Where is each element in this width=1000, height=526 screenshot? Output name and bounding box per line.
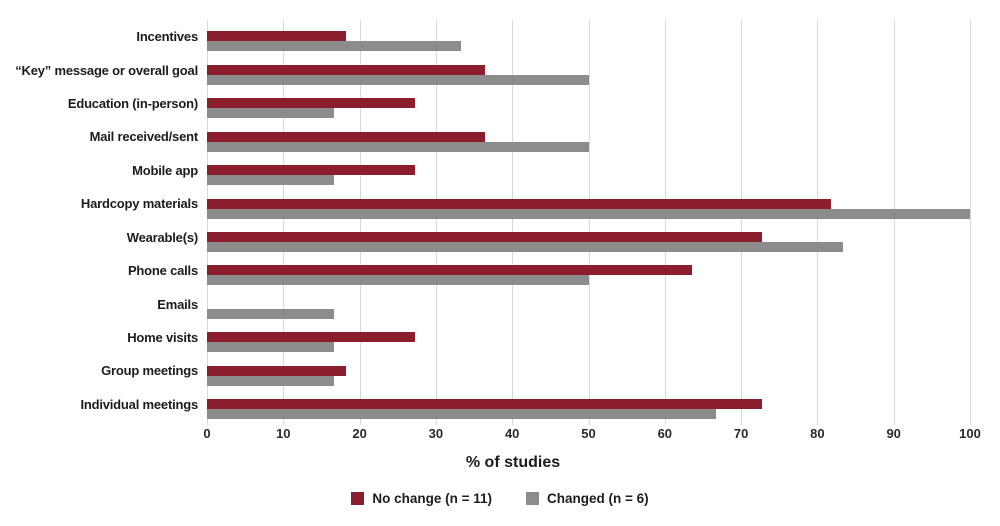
category-label: Mobile app <box>132 162 198 178</box>
plot-area <box>207 20 971 425</box>
bar-series-0-no-change <box>207 332 416 343</box>
bar-series-1-changed <box>207 74 589 85</box>
chart-row: Home visits <box>0 321 970 354</box>
bar-series-0-no-change <box>207 98 416 109</box>
gridline-x-10 <box>283 20 285 425</box>
x-axis-title: % of studies <box>465 454 561 471</box>
bar-group <box>207 120 970 153</box>
category-label: Incentives <box>136 29 198 45</box>
category-label: Wearable(s) <box>126 229 198 245</box>
x-tick-label-40: 40 <box>504 426 520 441</box>
legend-item-changed: Changed (n = 6) <box>526 491 649 506</box>
legend-label-no-change: No change (n = 11) <box>372 491 492 506</box>
gridline-x-70 <box>741 20 743 425</box>
chart-row: Education (in-person) <box>0 87 970 120</box>
gridline-x-0 <box>207 20 208 425</box>
category-label: “Key” message or overall goal <box>15 62 198 78</box>
category-label: Education (in-person) <box>67 96 198 112</box>
category-label: Mail received/sent <box>89 129 199 145</box>
chart-row: Hardcopy materials <box>0 187 970 220</box>
bar-series-1-changed <box>207 41 462 52</box>
gridline-x-90 <box>893 20 895 425</box>
gridline-x-50 <box>588 20 590 425</box>
x-tick-label-50: 50 <box>581 426 596 441</box>
x-tick-label-90: 90 <box>886 426 901 441</box>
bar-series-1-changed <box>207 208 970 219</box>
bar-series-0-no-change <box>207 365 346 376</box>
bar-group <box>207 187 970 220</box>
bar-series-0-no-change <box>207 198 832 209</box>
bar-series-1-changed <box>207 308 335 319</box>
bar-group <box>207 87 970 120</box>
bar-series-0-no-change <box>207 165 416 176</box>
bar-series-1-changed <box>207 409 716 420</box>
x-tick-label-10: 10 <box>276 426 291 441</box>
category-label: Home visits <box>127 330 198 345</box>
legend-label-changed: Changed (n = 6) <box>547 491 649 506</box>
x-tick-label-60: 60 <box>657 426 673 441</box>
bar-group <box>207 354 970 387</box>
gridline-x-20 <box>359 20 361 425</box>
category-label: Group meetings <box>101 363 198 379</box>
x-tick-label-70: 70 <box>733 426 749 441</box>
chart-row: Mail received/sent <box>0 120 970 153</box>
bar-series-0-no-change <box>207 231 762 242</box>
x-axis-tick-labels: 0 10 20 30 40 50 60 70 80 90 100 <box>203 426 980 443</box>
category-label: Hardcopy materials <box>80 196 198 212</box>
bar-series-0-no-change <box>207 31 346 42</box>
x-tick-label-80: 80 <box>810 426 825 441</box>
legend: No change (n = 11) Changed (n = 6) <box>0 491 1000 506</box>
gridline-x-100 <box>970 20 971 425</box>
bar-series-1-changed <box>207 108 335 119</box>
chart-rows: Incentives “Key” message or overall goal E… <box>0 20 970 421</box>
category-label: Phone calls <box>127 263 198 279</box>
category-label: Emails <box>157 296 198 312</box>
x-tick-label-100: 100 <box>959 426 981 441</box>
gridline-x-80 <box>817 20 819 425</box>
chart-row: Individual meetings <box>0 388 970 421</box>
x-tick-label-20: 20 <box>352 426 367 441</box>
gridline-x-40 <box>512 20 514 425</box>
gridline-x-60 <box>664 20 666 425</box>
legend-swatch-changed <box>526 492 539 505</box>
bar-series-1-changed <box>207 342 335 353</box>
bar-group <box>207 221 970 254</box>
category-label: Individual meetings <box>80 396 198 412</box>
bar-group <box>207 154 970 187</box>
legend-swatch-no-change <box>351 492 365 505</box>
bar-series-0-no-change <box>207 64 485 75</box>
chart-row: Phone calls <box>0 254 970 287</box>
bar-series-0-no-change <box>207 265 693 276</box>
bar-group <box>207 254 970 287</box>
chart-row: Wearable(s) <box>0 221 970 254</box>
bar-group <box>207 388 970 421</box>
legend-item-no-change: No change (n = 11) <box>351 491 492 506</box>
x-tick-label-0: 0 <box>203 426 211 441</box>
bar-series-0-no-change <box>207 131 485 142</box>
bar-series-0-no-change <box>207 399 762 410</box>
gridline-x-30 <box>435 20 437 425</box>
bar-series-1-changed <box>207 241 843 252</box>
bar-group <box>207 20 970 53</box>
bar-group <box>207 287 970 320</box>
chart-row: “Key” message or overall goal <box>0 53 970 86</box>
bar-series-1-changed <box>207 375 335 386</box>
chart-row: Emails <box>0 287 970 320</box>
bar-series-1-changed <box>207 141 589 152</box>
bar-series-1-changed <box>207 275 589 286</box>
bar-series-1-changed <box>207 175 335 186</box>
x-tick-label-30: 30 <box>428 426 444 441</box>
bar-group <box>207 321 970 354</box>
bar-group <box>207 53 970 86</box>
chart-row: Group meetings <box>0 354 970 387</box>
chart-row: Mobile app <box>0 154 970 187</box>
chart-row: Incentives <box>0 20 970 53</box>
